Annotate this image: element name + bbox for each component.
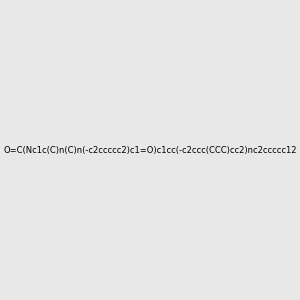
- Text: O=C(Nc1c(C)n(C)n(-c2ccccc2)c1=O)c1cc(-c2ccc(CCC)cc2)nc2ccccc12: O=C(Nc1c(C)n(C)n(-c2ccccc2)c1=O)c1cc(-c2…: [3, 146, 297, 154]
